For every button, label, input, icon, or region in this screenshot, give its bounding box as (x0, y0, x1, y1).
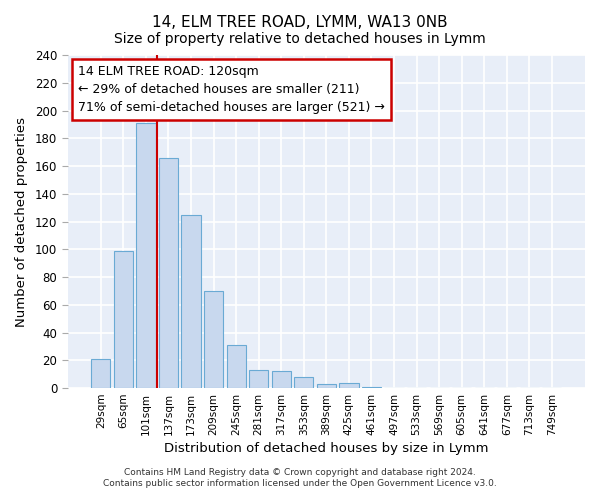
Bar (136, 123, 155, 388)
Bar (272, 372, 291, 388)
Bar (204, 291, 223, 388)
Bar (227, 345, 246, 388)
Bar (181, 214, 200, 388)
Bar (294, 377, 313, 388)
Bar (362, 386, 381, 388)
Bar (249, 370, 268, 388)
Bar (91, 359, 110, 388)
Y-axis label: Number of detached properties: Number of detached properties (15, 116, 28, 326)
Text: 14 ELM TREE ROAD: 120sqm
← 29% of detached houses are smaller (211)
71% of semi-: 14 ELM TREE ROAD: 120sqm ← 29% of detach… (78, 65, 385, 114)
Bar (114, 250, 133, 388)
Text: Size of property relative to detached houses in Lymm: Size of property relative to detached ho… (114, 32, 486, 46)
Bar (159, 158, 178, 388)
X-axis label: Distribution of detached houses by size in Lymm: Distribution of detached houses by size … (164, 442, 488, 455)
Text: Contains HM Land Registry data © Crown copyright and database right 2024.
Contai: Contains HM Land Registry data © Crown c… (103, 468, 497, 487)
Bar (340, 382, 359, 388)
Bar (317, 384, 336, 388)
Text: 14, ELM TREE ROAD, LYMM, WA13 0NB: 14, ELM TREE ROAD, LYMM, WA13 0NB (152, 15, 448, 30)
